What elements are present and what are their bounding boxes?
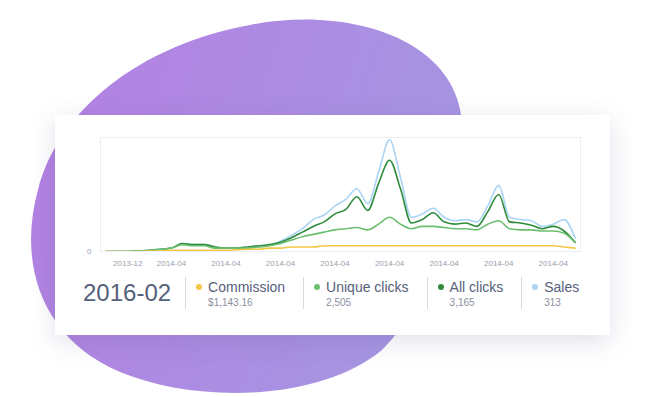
html-text:2,505: 2,505	[326, 296, 352, 308]
svg-text:2014-04: 2014-04	[320, 259, 350, 268]
svg-text:2014-04: 2014-04	[539, 259, 569, 268]
html-text:3,165: 3,165	[449, 296, 475, 308]
html-text:All clicks: All clicks	[449, 278, 504, 295]
html-text:Commission: Commission	[208, 278, 286, 295]
svg-text:2014-04: 2014-04	[375, 259, 405, 268]
html-text:Unique clicks: Unique clicks	[326, 278, 409, 295]
svg-text:2014-04: 2014-04	[429, 259, 459, 268]
svg-text:2014-04: 2014-04	[266, 259, 296, 268]
svg-text:2014-04: 2014-04	[484, 259, 514, 268]
svg-text:2013-12: 2013-12	[113, 259, 143, 268]
html-text:2016-02: 2016-02	[83, 279, 172, 306]
html-text:Sales: Sales	[544, 278, 580, 295]
html-text:$1,143.16: $1,143.16	[208, 296, 253, 308]
svg-text:2014-04: 2014-04	[211, 259, 241, 268]
svg-text:2014-04: 2014-04	[157, 259, 187, 268]
svg-text:0: 0	[87, 247, 92, 256]
html-text:313: 313	[544, 296, 561, 308]
